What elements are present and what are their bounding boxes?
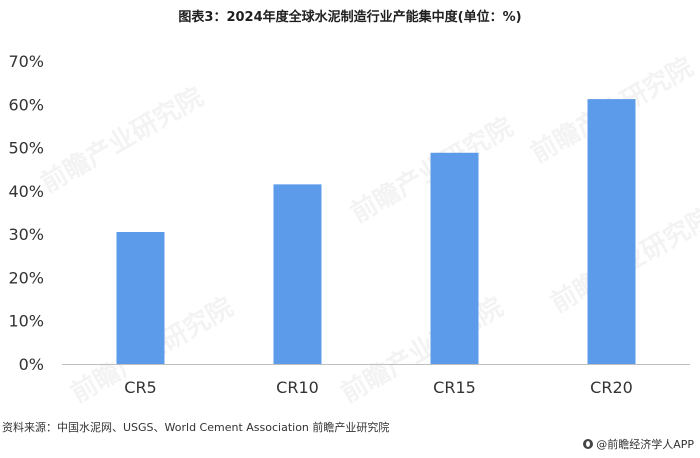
x-tick-label: CR20	[590, 378, 633, 397]
x-tick-label: CR5	[124, 378, 156, 397]
y-tick-label: 20%	[8, 268, 44, 287]
bar-cr20	[587, 99, 636, 364]
chart-title: 图表3：2024年度全球水泥制造行业产能集中度(单位：%)	[178, 10, 522, 25]
y-tick-label: 0%	[19, 355, 44, 374]
source-note: 资料来源：中国水泥网、USGS、World Cement Association…	[2, 421, 390, 434]
x-tick-label: CR15	[433, 378, 476, 397]
y-tick-label: 30%	[8, 225, 44, 244]
y-tick-label: 60%	[8, 95, 44, 114]
y-tick-label: 10%	[8, 312, 44, 331]
y-tick-label: 50%	[8, 139, 44, 158]
brand-text: @前瞻经济学人APP	[596, 438, 694, 451]
brand-logo-icon	[583, 439, 594, 449]
bar-chart: 0% 10% 20% 30% 40% 50% 60% 70% CR5 CR10 CR15 CR20	[8, 52, 690, 397]
brand-label: @前瞻经济学人APP	[583, 436, 694, 452]
y-tick-label: 70%	[8, 52, 44, 71]
bar-cr5	[116, 231, 165, 364]
y-tick-label: 40%	[8, 182, 44, 201]
bar-cr10	[273, 184, 322, 364]
x-tick-label: CR10	[276, 378, 319, 397]
bar-cr15	[430, 152, 479, 364]
